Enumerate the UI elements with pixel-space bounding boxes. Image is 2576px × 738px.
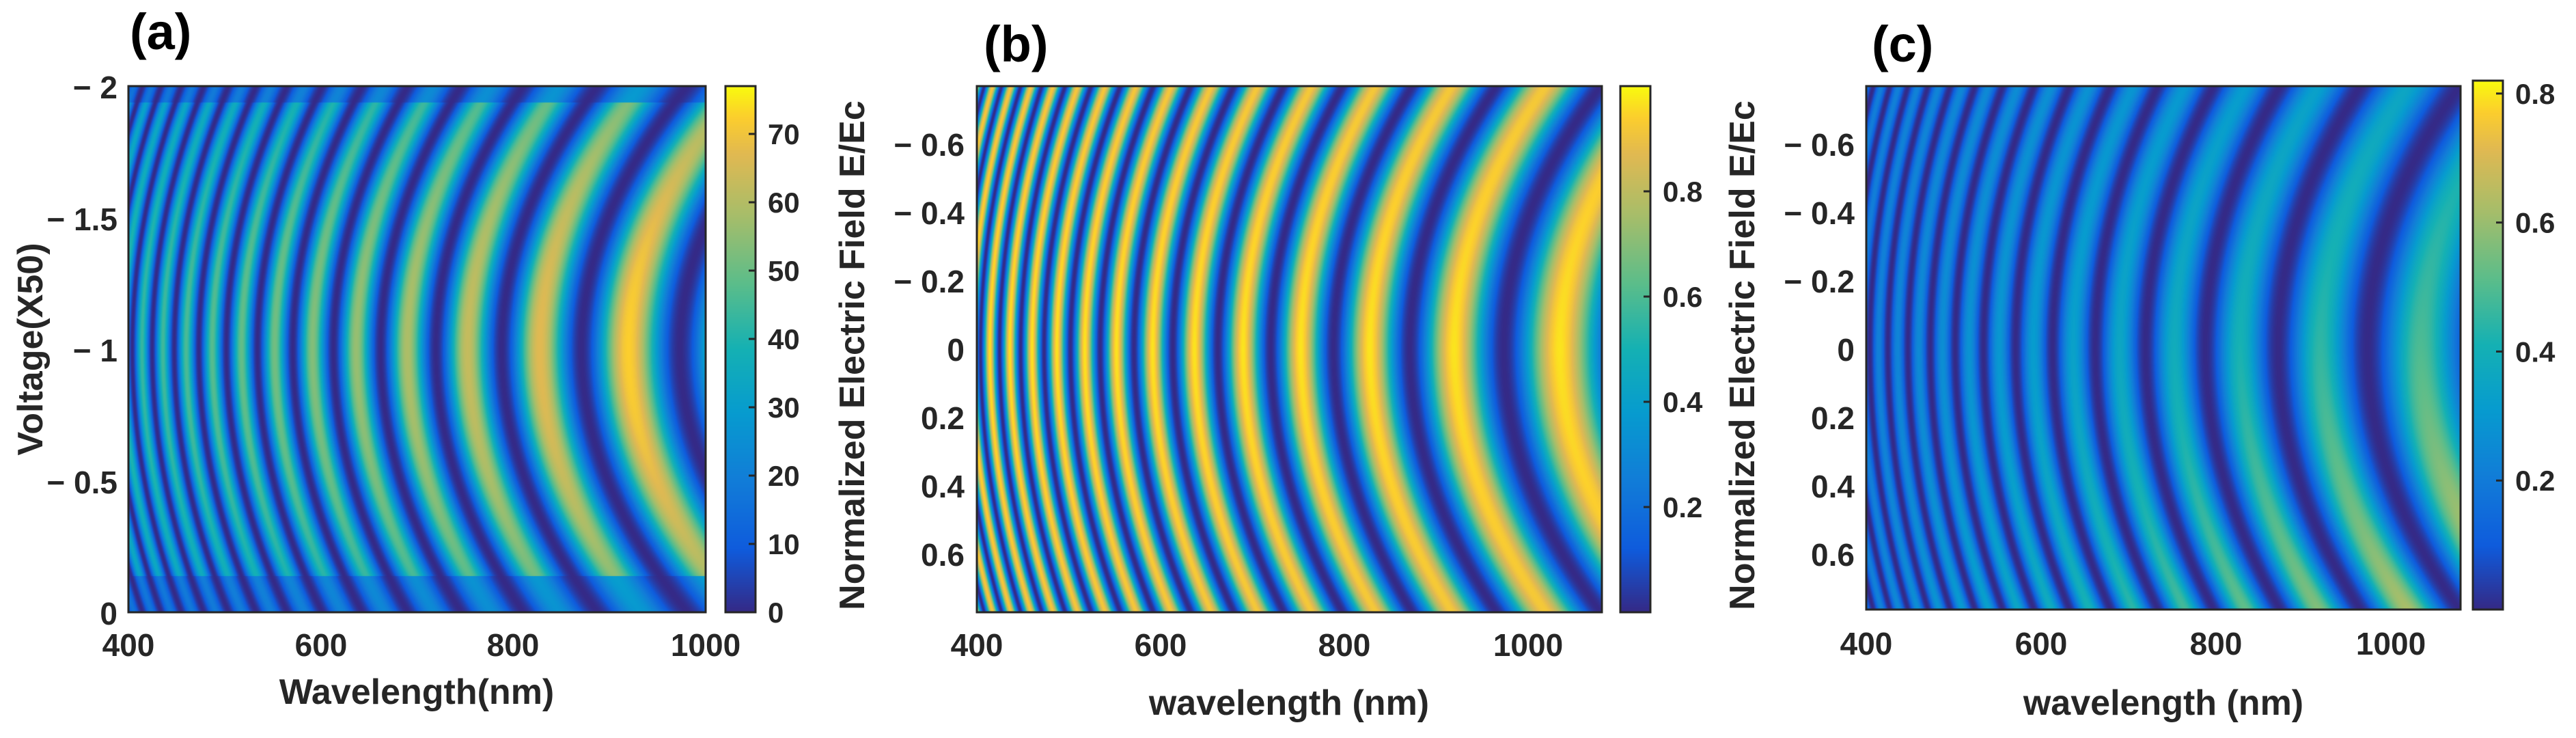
y-axis-a: − 2 − 1.5 − 1 − 0.5 0 Voltage(X50): [11, 70, 117, 631]
heatmap-c-container: [1866, 86, 2461, 610]
colorbar-tick-label: 20: [768, 460, 800, 492]
plot-a-frame: [127, 85, 707, 614]
colorbar-tick-label: 30: [768, 392, 800, 424]
panel-a: (a) 400 600 800 1000 Wavelength(nm) − 2 …: [11, 3, 800, 712]
y-tick-label: 0: [1837, 332, 1855, 368]
heatmap-a-container: [128, 86, 706, 612]
colorbar-a-ticks: 0 10 20 30 40 50 60 70: [749, 118, 800, 629]
y-tick-label: 0.6: [1811, 537, 1855, 573]
y-tick-label: − 0.6: [1784, 127, 1855, 163]
colorbar-a-container: [725, 86, 756, 612]
colorbar-a-frame: [724, 85, 757, 614]
colorbar-tick-label: 0.8: [2515, 78, 2555, 110]
y-tick-label: − 0.5: [46, 465, 117, 500]
x-axis-label: wavelength (nm): [1148, 683, 1429, 723]
colorbar-a-gradient: [725, 86, 756, 612]
y-tick-label: 0: [100, 596, 117, 631]
x-axis-b: 400 600 800 1000 wavelength (nm): [951, 627, 1564, 723]
y-tick-label: − 1.5: [46, 202, 117, 237]
y-tick-label: − 0.6: [894, 127, 965, 163]
colorbar-c: 0.2 0.4 0.6 0.8: [2471, 78, 2556, 611]
y-tick-label: 0.2: [921, 400, 965, 436]
colorbar-tick-label: 0: [768, 597, 784, 629]
y-tick-label: − 0.4: [894, 195, 965, 231]
x-tick-label: 1000: [1493, 627, 1563, 663]
x-tick-label: 600: [2015, 626, 2068, 661]
plot-b-frame: [975, 85, 1603, 614]
y-axis-b: − 0.6 − 0.4 − 0.2 0 0.2 0.4 0.6 Normaliz…: [833, 100, 965, 610]
panel-a-label: (a): [130, 3, 191, 60]
x-tick-label: 1000: [671, 627, 740, 663]
x-axis-label: wavelength (nm): [2023, 683, 2303, 723]
y-tick-label: 0: [947, 332, 965, 368]
colorbar-b-ticks: 0.2 0.4 0.6 0.8: [1644, 176, 1703, 523]
colorbar-a: 0 10 20 30 40 50 60 70: [724, 85, 800, 629]
colorbar-b-container: [1620, 86, 1650, 612]
colorbar-c-container: [2473, 81, 2503, 610]
heatmap-c: [1866, 86, 2461, 610]
x-tick-label: 1000: [2356, 626, 2426, 661]
colorbar-b-frame: [1619, 85, 1652, 614]
colorbar-tick-label: 0.2: [2515, 465, 2555, 497]
colorbar-tick-label: 0.6: [1663, 281, 1702, 313]
colorbar-c-ticks: 0.2 0.4 0.6 0.8: [2496, 78, 2556, 497]
x-tick-label: 600: [1135, 627, 1187, 663]
heatmap-a: [128, 86, 706, 612]
colorbar-tick-label: 0.8: [1663, 176, 1702, 208]
y-tick-label: 0.2: [1811, 400, 1855, 436]
colorbar-tick-label: 0.6: [2515, 207, 2555, 239]
plot-c-frame: [1865, 85, 2462, 611]
colorbar-tick-label: 10: [768, 528, 800, 560]
x-tick-label: 800: [487, 627, 540, 663]
colorbar-tick-label: 0.2: [1663, 491, 1702, 523]
colorbar-tick-label: 70: [768, 118, 800, 150]
panel-c-label: (c): [1872, 16, 1933, 72]
y-tick-label: − 0.2: [894, 264, 965, 299]
colorbar-tick-label: 40: [768, 323, 800, 355]
panel-c: (c) 400 600 800 1000 wavelength (nm) − 0…: [1723, 16, 2556, 723]
x-tick-label: 400: [951, 627, 1003, 663]
x-axis-a: 400 600 800 1000 Wavelength(nm): [102, 627, 741, 712]
x-axis-label: Wavelength(nm): [279, 672, 555, 712]
colorbar-tick-label: 50: [768, 255, 800, 287]
y-axis-c: − 0.6 − 0.4 − 0.2 0 0.2 0.4 0.6 Normaliz…: [1723, 100, 1855, 610]
y-tick-label: 0.4: [1811, 469, 1855, 504]
colorbar-tick-label: 0.4: [1663, 386, 1703, 418]
y-tick-label: − 0.2: [1784, 264, 1855, 299]
y-tick-label: − 1: [73, 333, 117, 368]
colorbar-c-frame: [2471, 79, 2504, 611]
panel-b-label: (b): [984, 16, 1049, 72]
colorbar-c-gradient: [2473, 81, 2503, 610]
colorbar-tick-label: 60: [768, 187, 800, 219]
y-axis-label: Voltage(X50): [11, 243, 51, 455]
panel-b: (b) 400 600 800 1000 wavelength (nm) − 0…: [833, 16, 1703, 723]
x-tick-label: 400: [102, 627, 155, 663]
y-tick-label: − 2: [73, 70, 117, 105]
x-axis-c: 400 600 800 1000 wavelength (nm): [1840, 626, 2426, 723]
colorbar-b-gradient: [1620, 86, 1650, 612]
x-tick-label: 800: [1318, 627, 1371, 663]
y-axis-label: Normalized Electric Field E/Ec: [1723, 100, 1762, 610]
y-tick-label: 0.6: [921, 537, 965, 573]
x-tick-label: 600: [295, 627, 348, 663]
x-tick-label: 800: [2190, 626, 2243, 661]
heatmap-b: [977, 86, 1602, 612]
heatmap-b-container: [977, 86, 1602, 612]
x-tick-label: 400: [1840, 626, 1893, 661]
y-tick-label: 0.4: [921, 469, 965, 504]
colorbar-tick-label: 0.4: [2515, 336, 2556, 368]
y-axis-label: Normalized Electric Field E/Ec: [833, 100, 872, 610]
colorbar-b: 0.2 0.4 0.6 0.8: [1619, 85, 1703, 614]
y-tick-label: − 0.4: [1784, 195, 1855, 231]
